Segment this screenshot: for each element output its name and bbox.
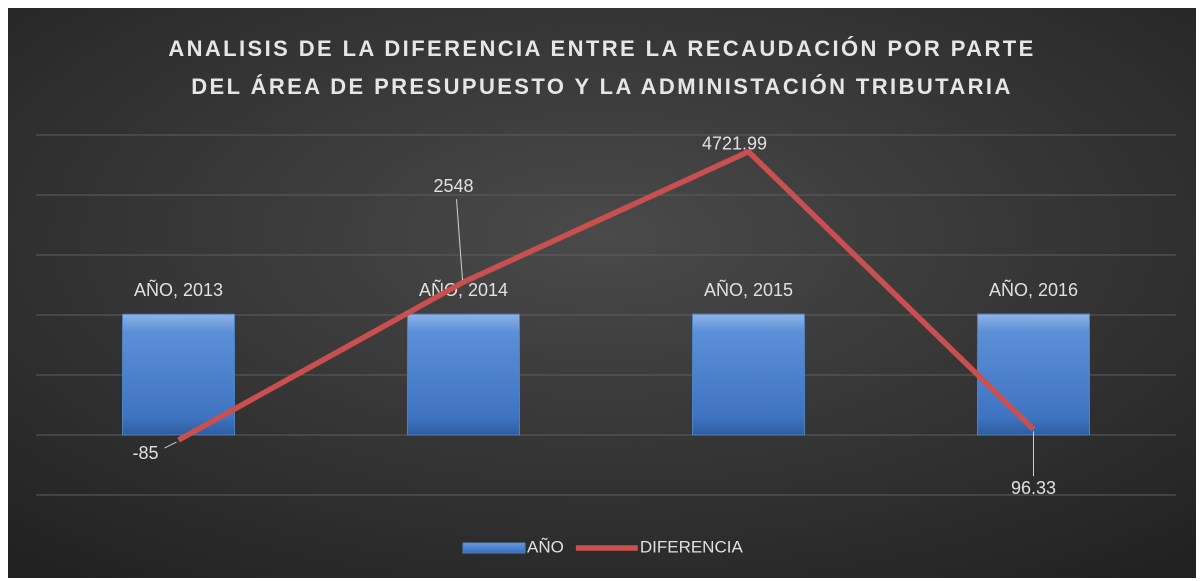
bar	[407, 313, 520, 436]
leader-line	[164, 441, 177, 449]
data-label: AÑO, 2015	[704, 279, 793, 300]
chart-background	[8, 8, 1196, 578]
data-label: AÑO, 2016	[989, 279, 1078, 300]
data-label: 2548	[433, 176, 473, 196]
legend-swatch	[462, 542, 526, 554]
legend-label: AÑO	[527, 537, 564, 556]
bar	[122, 313, 235, 436]
chart-title: DEL ÁREA DE PRESUPUESTO Y LA ADMINISTACI…	[191, 74, 1012, 99]
line	[177, 148, 1036, 443]
data-label: 4721.99	[702, 133, 767, 153]
chart-title: ANALISIS DE LA DIFERENCIA ENTRE LA RECAU…	[168, 36, 1035, 61]
data-label: 96.33	[1011, 478, 1056, 498]
bar	[977, 313, 1090, 436]
data-label: -85	[132, 443, 158, 463]
legend-label: DIFERENCIA	[640, 537, 744, 556]
data-label: AÑO, 2013	[134, 279, 223, 300]
bar	[692, 313, 805, 436]
leader-line	[456, 199, 463, 281]
